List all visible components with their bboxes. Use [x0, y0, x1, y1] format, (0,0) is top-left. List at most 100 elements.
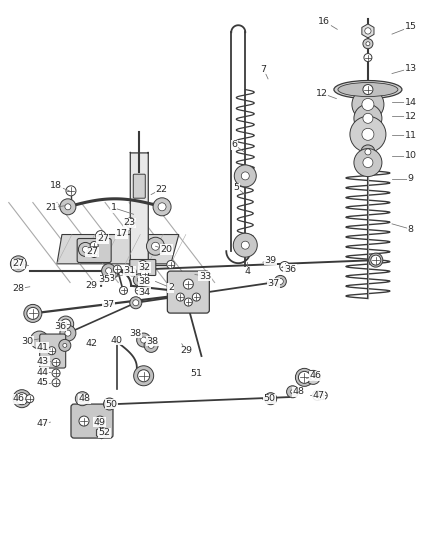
- Ellipse shape: [338, 83, 398, 96]
- Circle shape: [233, 233, 257, 257]
- Circle shape: [16, 393, 28, 405]
- Circle shape: [141, 270, 148, 278]
- Circle shape: [78, 243, 92, 256]
- Text: 27: 27: [86, 247, 98, 256]
- Circle shape: [95, 416, 105, 426]
- Circle shape: [52, 378, 60, 387]
- Text: 48: 48: [78, 394, 90, 403]
- Polygon shape: [96, 427, 107, 439]
- Circle shape: [371, 255, 381, 265]
- Circle shape: [11, 256, 26, 272]
- Text: 39: 39: [265, 256, 277, 264]
- Circle shape: [90, 249, 98, 257]
- Text: 46: 46: [12, 394, 25, 403]
- Circle shape: [120, 286, 127, 295]
- Circle shape: [363, 39, 373, 49]
- Circle shape: [133, 300, 139, 306]
- FancyBboxPatch shape: [130, 152, 148, 261]
- Circle shape: [48, 346, 56, 355]
- Circle shape: [103, 398, 116, 410]
- FancyBboxPatch shape: [130, 260, 156, 276]
- Circle shape: [290, 390, 295, 394]
- Text: 4: 4: [244, 268, 251, 276]
- Text: 47: 47: [37, 419, 49, 428]
- Circle shape: [361, 145, 375, 159]
- Circle shape: [310, 374, 316, 381]
- Circle shape: [365, 149, 371, 155]
- FancyBboxPatch shape: [167, 271, 209, 313]
- Text: 47: 47: [313, 391, 325, 400]
- Text: 40: 40: [110, 336, 122, 344]
- Circle shape: [286, 386, 299, 398]
- Circle shape: [18, 394, 26, 403]
- Circle shape: [300, 373, 308, 382]
- Circle shape: [63, 343, 67, 348]
- Circle shape: [99, 430, 104, 435]
- Circle shape: [26, 394, 34, 403]
- Text: 34: 34: [138, 288, 151, 296]
- Circle shape: [13, 390, 31, 408]
- Circle shape: [134, 366, 154, 386]
- Text: 31: 31: [123, 266, 135, 275]
- Circle shape: [106, 268, 112, 274]
- Circle shape: [30, 331, 49, 349]
- Circle shape: [137, 278, 141, 282]
- Circle shape: [265, 393, 277, 405]
- Text: 29: 29: [180, 346, 192, 355]
- Text: 38: 38: [146, 337, 159, 345]
- Text: 33: 33: [199, 272, 211, 280]
- Circle shape: [106, 400, 113, 408]
- Text: 50: 50: [263, 394, 276, 403]
- Circle shape: [128, 268, 136, 276]
- Circle shape: [107, 402, 112, 406]
- Circle shape: [141, 337, 147, 343]
- Circle shape: [27, 308, 39, 319]
- Circle shape: [58, 316, 74, 332]
- Circle shape: [133, 274, 145, 286]
- Circle shape: [313, 391, 322, 400]
- Circle shape: [15, 261, 21, 267]
- Text: 12: 12: [316, 89, 328, 98]
- Circle shape: [146, 237, 165, 255]
- Text: 11: 11: [405, 131, 417, 140]
- Text: 20: 20: [160, 245, 173, 254]
- Circle shape: [140, 372, 148, 380]
- Text: 52: 52: [98, 429, 110, 437]
- Circle shape: [153, 198, 171, 216]
- Circle shape: [24, 304, 42, 322]
- Text: 16: 16: [318, 17, 330, 26]
- Text: 1: 1: [111, 204, 117, 212]
- Text: 22: 22: [155, 185, 167, 193]
- Circle shape: [102, 264, 116, 278]
- Circle shape: [362, 128, 374, 140]
- Circle shape: [144, 338, 158, 352]
- Text: 23: 23: [123, 219, 135, 227]
- Circle shape: [82, 246, 88, 253]
- Text: 36: 36: [54, 322, 67, 330]
- Circle shape: [96, 231, 106, 240]
- Circle shape: [65, 204, 71, 210]
- Circle shape: [319, 391, 327, 400]
- Circle shape: [137, 333, 151, 347]
- Text: 7: 7: [261, 65, 267, 74]
- Text: 49: 49: [94, 418, 106, 426]
- Circle shape: [350, 116, 386, 152]
- FancyBboxPatch shape: [71, 404, 113, 438]
- Text: 51: 51: [190, 369, 202, 377]
- Circle shape: [352, 88, 384, 120]
- Text: 15: 15: [405, 22, 417, 31]
- Circle shape: [192, 293, 200, 301]
- FancyBboxPatch shape: [77, 238, 111, 263]
- Circle shape: [79, 416, 89, 426]
- Circle shape: [177, 293, 184, 301]
- Circle shape: [139, 261, 147, 269]
- Polygon shape: [362, 24, 374, 38]
- Circle shape: [130, 297, 142, 309]
- Circle shape: [113, 265, 121, 273]
- Text: 35: 35: [98, 276, 110, 284]
- Text: 8: 8: [408, 225, 414, 233]
- Text: 13: 13: [405, 64, 417, 72]
- Circle shape: [75, 392, 89, 406]
- Circle shape: [167, 261, 175, 269]
- Circle shape: [274, 276, 286, 287]
